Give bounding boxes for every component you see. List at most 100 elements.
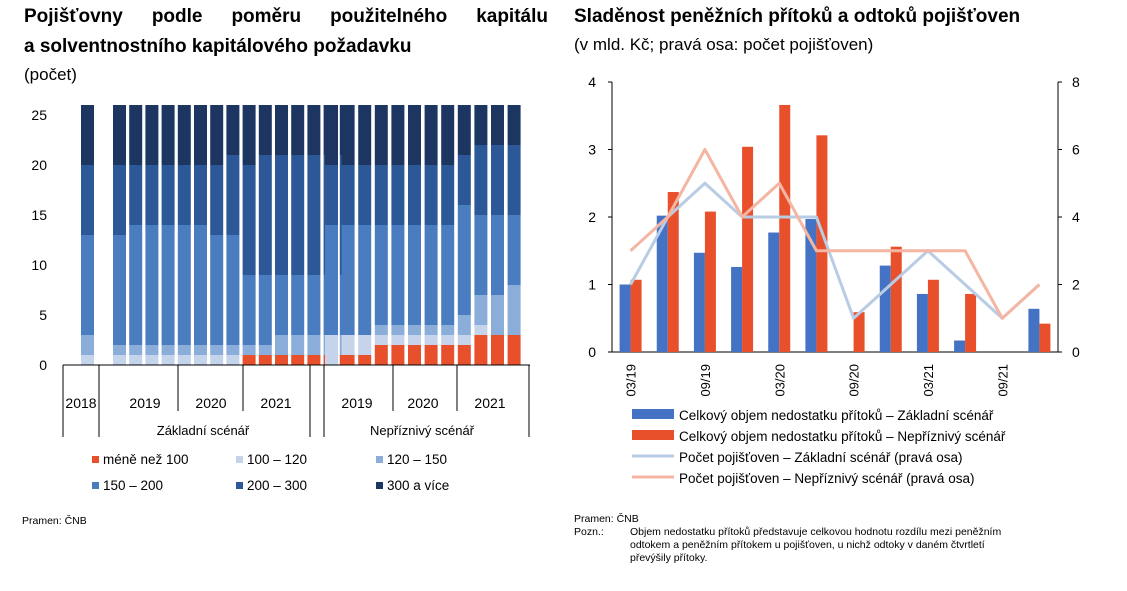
bar-segment: [291, 275, 305, 335]
bar-segment: [457, 345, 471, 365]
bar-segment: [113, 355, 126, 365]
left-chart-title-line1: Pojišťovny podle poměru použitelného kap…: [24, 6, 548, 27]
y-left-tick-label: 0: [588, 344, 596, 360]
bar-segment: [145, 165, 159, 225]
bar-segment: [457, 315, 471, 335]
y-left-tick-label: 4: [588, 74, 596, 90]
bar: [916, 293, 928, 352]
x-scenario-label: Základní scénář: [157, 423, 250, 438]
bar-segment: [177, 165, 191, 225]
bar-segment: [457, 205, 471, 315]
right-note-line2: odtokem a peněžním přítokem u pojišťoven…: [630, 539, 985, 551]
bar-segment: [341, 225, 355, 335]
legend-swatch: [376, 482, 383, 489]
bar-segment: [341, 105, 355, 165]
legend-swatch: [376, 456, 383, 463]
bar-segment: [474, 215, 488, 295]
bar-segment: [391, 105, 405, 165]
bar-segment: [491, 335, 504, 365]
legend-swatch: [632, 409, 674, 419]
bar-segment: [242, 355, 256, 365]
bar-segment: [507, 285, 521, 335]
right-source-note: Pramen: ČNB: [574, 513, 639, 525]
x-tick-label: 03/19: [624, 364, 639, 397]
bar-segment: [194, 345, 207, 355]
bar-segment: [242, 345, 256, 355]
legend-swatch: [632, 430, 674, 440]
bar-segment: [275, 155, 288, 275]
bar-segment: [358, 165, 372, 225]
bar-segment: [291, 105, 305, 155]
y-left-tick-label: 3: [588, 142, 596, 158]
x-tick-label: 09/19: [698, 364, 713, 397]
bar-segment: [129, 345, 143, 355]
bar-segment: [226, 155, 240, 235]
bar-segment: [507, 105, 521, 145]
bar: [954, 340, 966, 352]
bar-segment: [177, 355, 191, 365]
bar-segment: [161, 165, 175, 225]
bar-segment: [474, 325, 488, 335]
bar-segment: [81, 355, 94, 365]
bar-segment: [391, 325, 405, 335]
x-group-label: 2019: [129, 395, 160, 411]
bar-segment: [145, 105, 159, 165]
legend-swatch: [236, 456, 243, 463]
x-tick-label: 09/20: [847, 364, 862, 397]
bar-segment: [408, 225, 421, 325]
bar-segment: [161, 355, 175, 365]
bar-segment: [291, 355, 305, 365]
x-group-label: 2020: [195, 395, 226, 411]
bar: [816, 135, 828, 352]
bar-segment: [258, 345, 272, 355]
bar-segment: [307, 155, 321, 275]
bar-segment: [441, 325, 455, 335]
right-chart-unit: (v mld. Kč; pravá osa: počet pojišťoven): [574, 35, 874, 54]
bar-segment: [81, 105, 94, 165]
bar-segment: [374, 335, 388, 345]
y-tick-label: 15: [31, 207, 47, 223]
legend-label: Počet pojišťoven – Základní scénář (prav…: [679, 450, 962, 465]
bar-segment: [129, 355, 143, 365]
bar-segment: [210, 355, 224, 365]
bar-segment: [408, 165, 421, 225]
bar-segment: [177, 345, 191, 355]
bar-segment: [226, 345, 240, 355]
bar-segment: [275, 335, 288, 355]
bar-segment: [341, 335, 355, 355]
right-note-label: Pozn.:: [574, 526, 604, 538]
right-chart-panel: Sladěnost peněžních přítoků a odtoků poj…: [568, 0, 1127, 591]
bar-segment: [242, 165, 256, 275]
y-tick-label: 20: [31, 157, 47, 173]
bar-segment: [424, 345, 438, 365]
bar-segment: [275, 275, 288, 335]
bar-segment: [194, 105, 207, 165]
bar-segment: [226, 105, 240, 155]
bar-segment: [491, 295, 504, 335]
bar-segment: [307, 335, 321, 355]
bar-segment: [113, 235, 126, 345]
bar-segment: [194, 165, 207, 225]
x-group-label: 2019: [341, 395, 372, 411]
bar-segment: [358, 335, 372, 355]
bar-segment: [210, 345, 224, 355]
bar: [1028, 308, 1040, 352]
bar-segment: [408, 105, 421, 165]
bar-segment: [258, 155, 272, 275]
bar-segment: [491, 215, 504, 295]
bar-segment: [474, 335, 488, 365]
legend-label: Počet pojišťoven – Nepříznivý scénář (pr…: [679, 471, 974, 486]
left-chart-unit: (počet): [24, 65, 77, 84]
bar-segment: [325, 165, 338, 225]
bar-segment: [424, 325, 438, 335]
bar-segment: [441, 345, 455, 365]
bar-segment: [424, 335, 438, 345]
bar: [853, 312, 865, 352]
left-source-note: Pramen: ČNB: [22, 515, 87, 527]
bar-segment: [242, 275, 256, 345]
y-right-tick-label: 8: [1072, 74, 1080, 90]
bar-segment: [325, 225, 338, 335]
bar: [619, 284, 631, 352]
right-note-line3: převýšily přítoky.: [630, 552, 708, 564]
bar: [704, 211, 716, 352]
